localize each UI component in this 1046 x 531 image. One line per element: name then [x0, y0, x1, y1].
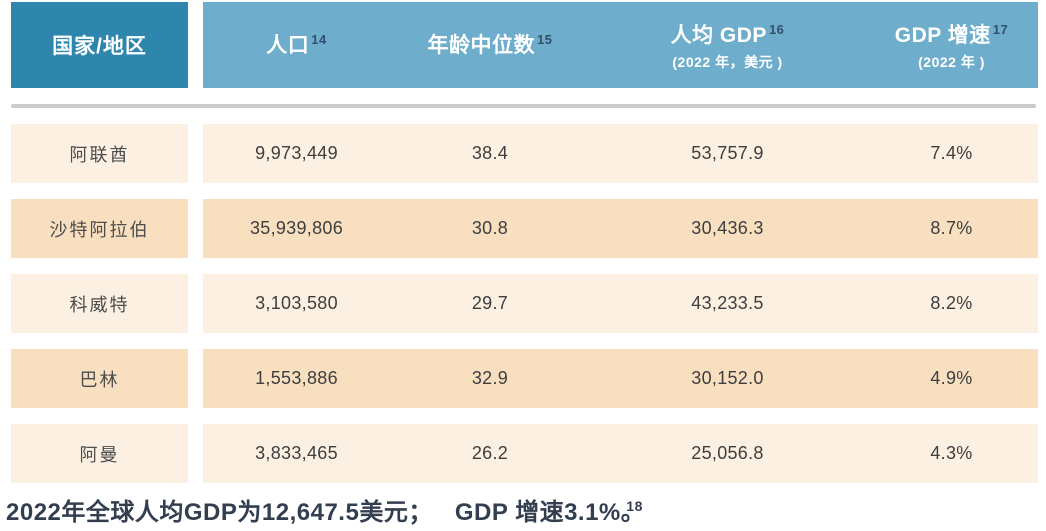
header-median-age-text: 年龄中位数 [427, 33, 536, 57]
gdp-per-capita-cell: 25,056.8 [691, 443, 764, 463]
country-cell: 巴林 [11, 349, 188, 408]
gdp-growth-cell: 8.2% [930, 293, 973, 313]
header-median-age-label: 年龄中位数 15 [428, 29, 553, 59]
gdp-growth-cell: 4.3% [930, 443, 973, 463]
global-gdp-footnote: 2022年全球人均GDP为12,647.5美元； GDP 增速3.1%。18 [6, 492, 1038, 527]
table-row-oman: 阿曼 3,833,465 26.2 25,056.8 4.3% [11, 424, 1038, 483]
header-gdp-per-capita-text: 人均 GDP [670, 23, 767, 47]
header-population-label: 人口 14 [266, 29, 326, 59]
footnote-ref-14: 14 [311, 31, 327, 47]
median-age-cell: 38.4 [471, 143, 509, 163]
gdp-growth-cell: 8.7% [930, 218, 973, 238]
population-cell: 1,553,886 [255, 368, 338, 388]
footnote-ref-15: 15 [537, 31, 553, 47]
header-country-region: 国家/地区 [11, 2, 188, 88]
table-header-columns: 人口 14 年龄中位数 15 人均 GDP 16 (2022 年，美元 ) GDP 增… [203, 2, 1038, 88]
gdp-growth-cell: 7.4% [930, 143, 973, 163]
population-cell: 9,973,449 [255, 143, 338, 163]
median-age-cell: 30.8 [471, 218, 509, 238]
median-age-cell: 32.9 [471, 368, 509, 388]
gdp-growth-cell: 4.9% [930, 368, 973, 388]
gdp-per-capita-cell: 30,152.0 [691, 368, 764, 388]
row-data: 3,103,580 29.7 43,233.5 8.2% [203, 274, 1038, 333]
header-gdp-per-capita-label: 人均 GDP 16 [671, 19, 785, 49]
country-cell: 阿联酋 [11, 124, 188, 183]
country-stats-table: 国家/地区 人口 14 年龄中位数 15 人均 GDP 16 (2022 年，美元 )… [6, 2, 1038, 527]
footnote-global-gdp: 2022年全球人均GDP为12,647.5美元； [6, 499, 433, 526]
gdp-per-capita-cell: 43,233.5 [691, 293, 764, 313]
header-gdp-per-capita-subtitle: (2022 年，美元 ) [672, 53, 783, 70]
table-row-bahrain: 巴林 1,553,886 32.9 30,152.0 4.9% [11, 349, 1038, 408]
header-gdp-growth-label: GDP 增速 17 [895, 19, 1008, 49]
table-header-row: 国家/地区 人口 14 年龄中位数 15 人均 GDP 16 (2022 年，美元 )… [11, 2, 1038, 88]
footnote-gdp-growth: GDP 增速3.1%。 [454, 499, 646, 526]
gdp-per-capita-cell: 53,757.9 [691, 143, 764, 163]
row-data: 3,833,465 26.2 25,056.8 4.3% [203, 424, 1038, 483]
population-cell: 3,833,465 [255, 443, 338, 463]
table-row-uae: 阿联酋 9,973,449 38.4 53,757.9 7.4% [11, 124, 1038, 183]
header-population-text: 人口 [266, 33, 310, 57]
row-data: 35,939,806 30.8 30,436.3 8.7% [203, 199, 1038, 258]
header-divider-rule [11, 104, 1036, 108]
footnote-ref-17: 17 [992, 21, 1009, 37]
median-age-cell: 29.7 [471, 293, 509, 313]
population-cell: 35,939,806 [249, 218, 344, 238]
population-cell: 3,103,580 [255, 293, 338, 313]
country-cell: 沙特阿拉伯 [11, 199, 188, 258]
row-data: 9,973,449 38.4 53,757.9 7.4% [203, 124, 1038, 183]
gdp-per-capita-cell: 30,436.3 [691, 218, 764, 238]
table-row-kuwait: 科威特 3,103,580 29.7 43,233.5 8.2% [11, 274, 1038, 333]
country-cell: 阿曼 [11, 424, 188, 483]
table-row-saudi-arabia: 沙特阿拉伯 35,939,806 30.8 30,436.3 8.7% [11, 199, 1038, 258]
header-gdp-growth: GDP 增速 17 (2022 年 ) [865, 2, 1038, 88]
footnote-ref-16: 16 [768, 21, 785, 37]
median-age-cell: 26.2 [471, 443, 509, 463]
header-median-age: 年龄中位数 15 [390, 2, 590, 88]
footnote-ref-18: 18 [626, 498, 643, 514]
row-data: 1,553,886 32.9 30,152.0 4.9% [203, 349, 1038, 408]
header-population: 人口 14 [203, 2, 390, 88]
country-cell: 科威特 [11, 274, 188, 333]
header-gdp-growth-text: GDP 增速 [894, 23, 991, 47]
header-gdp-growth-subtitle: (2022 年 ) [918, 53, 985, 70]
header-gdp-per-capita: 人均 GDP 16 (2022 年，美元 ) [590, 2, 865, 88]
